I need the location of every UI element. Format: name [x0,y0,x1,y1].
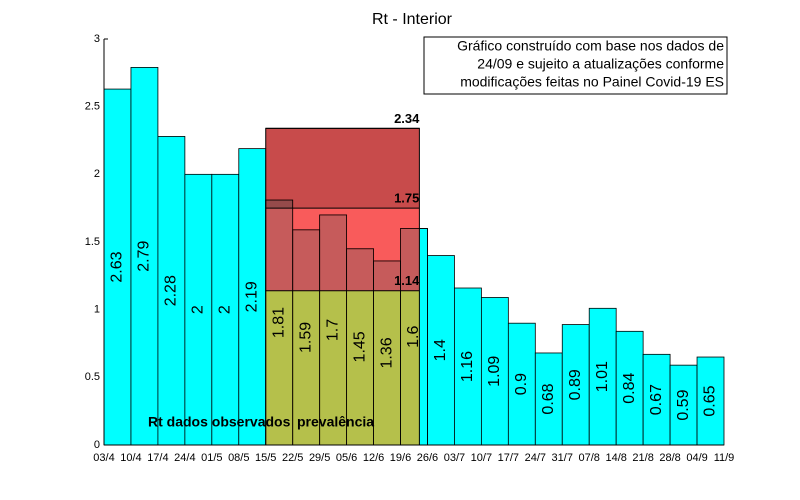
bar [427,255,455,446]
value-label: 1.59 [297,322,314,353]
x-tick-label: 04/9 [686,452,707,464]
region-label: prevalência [297,414,374,430]
x-tick-label: 24/7 [525,452,546,464]
y-tick-label: 3 [94,33,100,45]
band [265,128,420,209]
x-tick-label: 11/9 [714,452,735,464]
bar [561,324,590,446]
y-tick-label: 2 [94,168,100,180]
y-tick-label: 0.5 [85,371,100,383]
value-label: 1.36 [378,337,395,368]
value-label: 0.9 [513,373,530,395]
x-tick-label: 01/5 [201,452,222,464]
x-tick-label: 10/7 [471,452,492,464]
value-label: 1.45 [351,331,368,362]
band [265,290,420,445]
value-label: 1.6 [405,326,422,348]
level-label: 1.14 [394,273,420,288]
x-tick-label: 12/6 [363,452,384,464]
x-tick-label: 22/5 [282,452,303,464]
value-label: 2.63 [109,251,126,282]
x-tick-label: 29/5 [309,452,330,464]
x-tick-label: 14/8 [605,452,626,464]
y-tick-label: 0 [94,439,100,451]
value-label: 0.84 [621,372,638,403]
value-label: 2 [190,305,207,314]
x-tick-label: 15/5 [255,452,276,464]
value-label: 1.16 [459,351,476,382]
x-tick-label: 08/5 [228,452,249,464]
x-tick-label: 03/7 [444,452,465,464]
value-label: 2.19 [243,281,260,312]
bar [480,297,509,446]
bar [211,173,240,446]
value-label: 2 [217,305,234,314]
x-tick-label: 24/4 [174,452,195,464]
value-label: 0.65 [702,385,719,416]
bar [615,330,644,446]
level-label: 2.34 [394,111,420,126]
x-tick-label: 19/6 [390,452,411,464]
bar [238,148,267,446]
x-tick-label: 10/4 [120,452,141,464]
annotation-line: Gráfico construído com base nos dados de [457,38,724,54]
x-tick-label: 28/8 [659,452,680,464]
value-label: 1.01 [594,361,611,392]
annotation-line: modificações feitas no Painel Covid-19 E… [460,74,724,90]
y-tick-label: 1 [94,304,100,316]
bar [642,353,671,446]
y-tick-label: 1.5 [85,236,100,248]
bar [184,173,213,446]
bar [454,287,482,446]
value-label: 1.81 [270,307,287,338]
x-tick-label: 17/4 [147,452,168,464]
x-tick-label: 26/6 [417,452,438,464]
value-label: 1.09 [486,356,503,387]
value-label: 1.4 [432,339,449,361]
bar [130,67,159,446]
x-tick-label: 05/6 [336,452,357,464]
value-label: 1.7 [324,319,341,341]
chart-title: Rt - Interior [372,11,453,28]
value-label: 0.68 [540,383,557,414]
annotation-line: 24/09 e sujeito a atualizações conforme [477,56,724,72]
annotation-box [423,36,728,95]
x-tick-label: 31/7 [552,452,573,464]
x-tick-label: 17/7 [498,452,519,464]
value-label: 0.89 [567,369,584,400]
bar [588,307,617,446]
value-label: 0.59 [675,389,692,420]
y-tick-label: 2.5 [85,101,100,113]
band [265,208,420,291]
value-label: 2.28 [163,275,180,306]
value-label: 2.79 [136,241,153,272]
bar [507,322,536,446]
x-tick-label: 21/8 [632,452,653,464]
x-tick-label: 03/4 [93,452,114,464]
value-label: 0.67 [648,384,665,415]
level-label: 1.75 [394,191,419,206]
region-label: Rt dados observados [148,414,291,430]
x-tick-label: 07/8 [579,452,600,464]
